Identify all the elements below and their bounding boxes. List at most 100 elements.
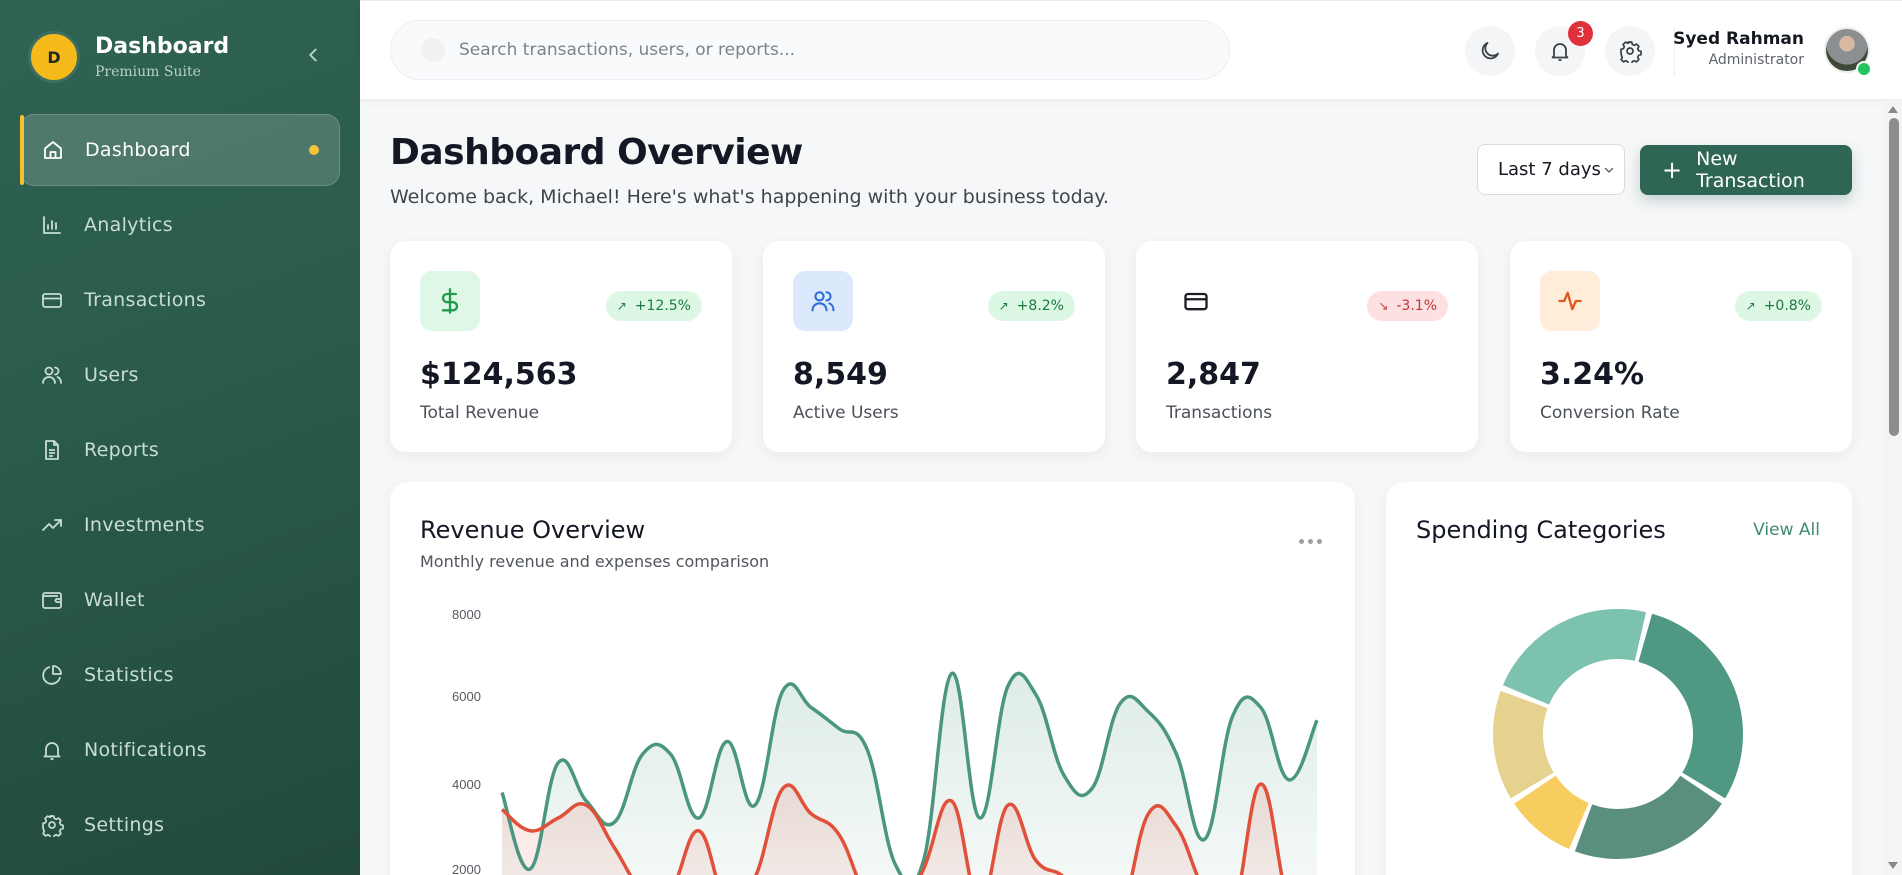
user-role: Administrator [1708, 52, 1804, 68]
bell-icon [43, 742, 61, 760]
expenses-area [502, 783, 1282, 875]
stat-value: 3.24% [1540, 357, 1645, 392]
users-icon [42, 366, 62, 384]
scroll-down-arrow-icon[interactable] [1888, 862, 1898, 869]
sidebar-item-transactions[interactable]: Transactions [20, 264, 340, 336]
arrow-up-right-icon: ↗ [998, 299, 1009, 313]
sidebar-item-label: Users [84, 364, 139, 386]
sidebar-item-label: Notifications [84, 739, 207, 761]
collapse-sidebar-button[interactable] [302, 44, 324, 66]
top-header: 3 Syed Rahman Administrator [360, 0, 1902, 99]
sidebar-item-label: Settings [84, 814, 165, 836]
donut-slice[interactable] [1638, 613, 1743, 799]
brand-text: Dashboard Premium Suite [95, 34, 229, 80]
wallet-icon [42, 592, 62, 609]
brand-title: Dashboard [95, 34, 230, 59]
search-box[interactable] [390, 20, 1230, 80]
scroll-thumb[interactable] [1889, 118, 1899, 436]
new-transaction-label: New Transaction [1696, 148, 1805, 192]
stat-label: Conversion Rate [1540, 403, 1680, 423]
sidebar-item-label: Reports [84, 439, 159, 461]
more-dots-icon [1298, 538, 1304, 544]
sidebar-item-dashboard[interactable]: Dashboard [20, 114, 340, 186]
sidebar-nav: Dashboard Analytics Transactions Users R… [20, 114, 340, 864]
dark-mode-toggle[interactable] [1465, 26, 1515, 76]
credit-card-icon [42, 293, 62, 308]
change-badge: ↗ +12.5% [605, 291, 702, 321]
stat-value: 8,549 [793, 357, 888, 392]
sidebar-item-label: Statistics [84, 664, 174, 686]
revenue-line [500, 671, 1319, 875]
chevron-left-icon [309, 48, 317, 62]
date-range-select[interactable]: Last 7 days [1477, 144, 1625, 195]
more-dot [1307, 538, 1313, 544]
user-menu[interactable]: Syed Rahman Administrator [1673, 29, 1804, 68]
active-indicator-dot [309, 145, 319, 155]
sidebar-item-label: Investments [84, 514, 205, 536]
online-status-indicator [1856, 61, 1872, 77]
new-transaction-button[interactable]: + New Transaction [1640, 145, 1852, 195]
gear-icon [1620, 41, 1642, 63]
revenue-area-chart [500, 671, 1319, 875]
spending-categories-panel: Spending Categories View All [1386, 482, 1852, 875]
sidebar-item-wallet[interactable]: Wallet [20, 564, 340, 636]
sidebar-item-notifications[interactable]: Notifications [20, 714, 340, 786]
sidebar-item-analytics[interactable]: Analytics [20, 189, 340, 261]
donut-slice[interactable] [1493, 690, 1554, 799]
donut-slice[interactable] [1574, 775, 1722, 859]
change-badge: ↗ +0.8% [1734, 291, 1822, 321]
sidebar-item-label: Analytics [84, 214, 173, 236]
sidebar-item-label: Wallet [84, 589, 145, 611]
brand-subtitle: Premium Suite [95, 64, 201, 80]
stat-label: Active Users [793, 403, 899, 423]
credit-card-icon [1166, 271, 1226, 331]
moon-icon [1481, 42, 1499, 60]
scroll-up-arrow-icon[interactable] [1888, 106, 1898, 113]
document-icon [45, 440, 59, 460]
page-subtitle: Welcome back, Michael! Here's what's hap… [390, 186, 1109, 208]
revenue-overview-panel: Revenue Overview Monthly revenue and exp… [390, 482, 1355, 875]
panel-title: Revenue Overview [420, 516, 646, 544]
gear-icon [42, 815, 64, 837]
revenue-area [502, 673, 1317, 875]
change-value: +0.8% [1763, 298, 1811, 314]
stat-value: $124,563 [420, 357, 578, 392]
change-value: -3.1% [1396, 298, 1437, 314]
view-all-link[interactable]: View All [1753, 520, 1820, 540]
change-badge: ↘ -3.1% [1367, 291, 1448, 321]
more-options-button[interactable] [1295, 534, 1325, 548]
sidebar-item-investments[interactable]: Investments [20, 489, 340, 561]
stat-label: Transactions [1166, 403, 1273, 423]
sidebar: D Dashboard Premium Suite Dashboard Anal… [0, 0, 360, 875]
user-name: Syed Rahman [1673, 29, 1804, 49]
sidebar-item-settings[interactable]: Settings [20, 789, 340, 861]
search-icon [421, 38, 445, 62]
donut-slice[interactable] [1502, 609, 1647, 705]
sidebar-item-statistics[interactable]: Statistics [20, 639, 340, 711]
y-axis-tick: 4000 [452, 777, 481, 792]
sidebar-item-reports[interactable]: Reports [20, 414, 340, 486]
sidebar-item-label: Dashboard [85, 139, 191, 161]
stat-card-active-users: ↗ +8.2% 8,549 Active Users [763, 241, 1105, 452]
notification-count-badge: 3 [1568, 21, 1593, 46]
brand: D Dashboard Premium Suite [28, 31, 229, 83]
stat-label: Total Revenue [420, 403, 540, 423]
donut-slice[interactable] [1514, 775, 1589, 850]
vertical-scrollbar[interactable] [1885, 100, 1902, 875]
search-input[interactable] [459, 40, 1159, 60]
chevron-down-icon [1604, 167, 1614, 173]
panel-title: Spending Categories [1416, 516, 1666, 544]
notifications-button[interactable]: 3 [1535, 21, 1593, 76]
dollar-icon [420, 271, 480, 331]
page-title: Dashboard Overview [390, 132, 803, 173]
stat-value: 2,847 [1166, 357, 1261, 392]
pie-chart-icon [42, 665, 62, 685]
change-value: +8.2% [1016, 298, 1064, 314]
sidebar-item-label: Transactions [84, 289, 207, 311]
sidebar-item-users[interactable]: Users [20, 339, 340, 411]
bar-chart-icon [43, 216, 61, 234]
arrow-down-right-icon: ↘ [1378, 299, 1389, 313]
settings-button[interactable] [1605, 26, 1655, 76]
expenses-line [500, 782, 1284, 875]
change-badge: ↗ +8.2% [987, 291, 1075, 321]
